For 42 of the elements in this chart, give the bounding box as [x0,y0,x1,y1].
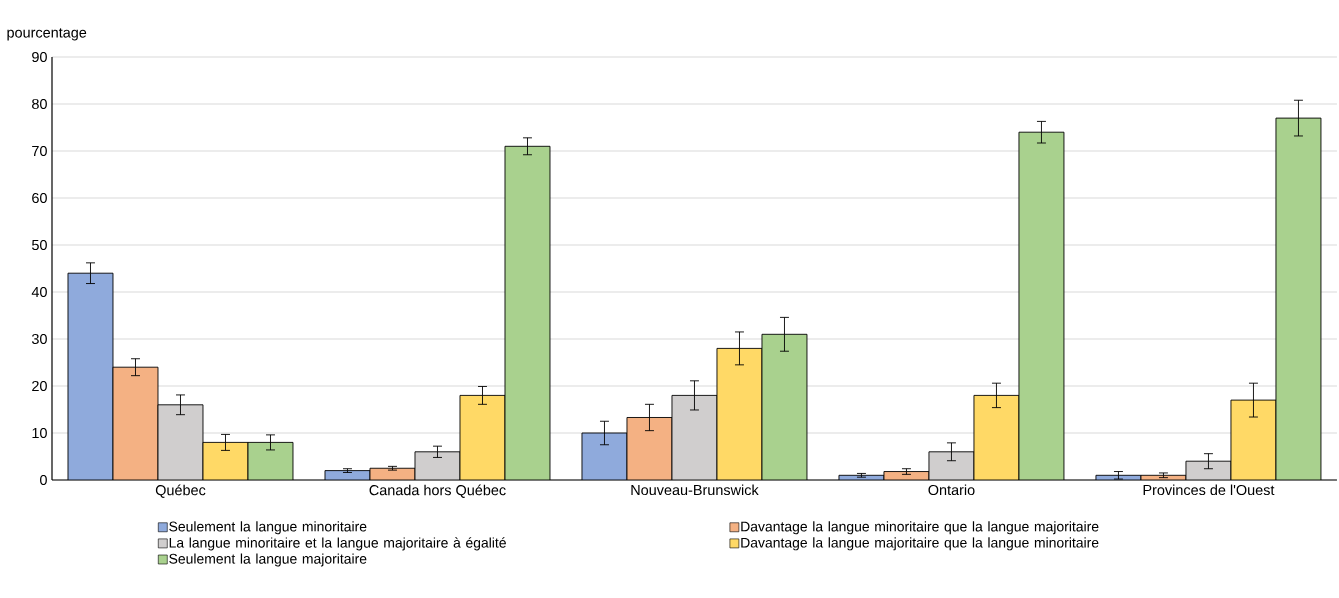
y-axis-title: pourcentage [7,28,87,41]
x-tick-label: Ontario [928,484,975,496]
bar [112,367,158,480]
bar [1185,460,1232,480]
bar [1095,474,1142,480]
bar [761,334,807,480]
y-tick-label: 80 [32,98,47,110]
bar [581,433,627,480]
y-tick-label: 60 [32,192,47,204]
bar [67,273,113,480]
y-tick-label: 40 [31,286,47,298]
y-tick-label: 10 [32,427,47,439]
bar [1140,474,1187,480]
legend-label: Davantage la langue majoritaire que la langue minoritaire [741,537,1099,551]
bar [158,404,203,480]
bar [928,451,974,480]
bar [459,395,505,480]
bar [973,395,1019,480]
bar [671,395,717,480]
bar [203,442,248,480]
y-tick-label: 90 [32,51,47,63]
bar [504,146,550,480]
bar [1230,399,1277,480]
x-tick-label: Canada hors Québec [369,484,506,498]
y-tick-label: 70 [32,145,47,157]
y-tick-label: 30 [31,333,47,345]
y-tick-label: 0 [40,474,47,486]
x-tick-label: Provinces de l'Ouest [1143,484,1275,496]
legend-label: Seulement la langue minoritaire [169,521,367,535]
y-tick-label: 20 [32,380,47,392]
bar [1018,132,1064,480]
bar [1275,117,1322,480]
x-tick-label: Nouveau-Brunswick [631,484,759,496]
x-tick-label: Québec [155,484,206,498]
y-tick-label: 50 [31,239,47,251]
bar [248,442,293,480]
legend-label: Seulement la langue majoritaire [169,553,367,567]
bar [716,348,762,480]
legend-label: La langue minoritaire et la langue majoritaire à égalité [169,537,506,551]
legend-label: Davantage la langue minoritaire que la langue majoritaire [741,521,1099,535]
bar [414,451,460,480]
bar [626,417,672,480]
